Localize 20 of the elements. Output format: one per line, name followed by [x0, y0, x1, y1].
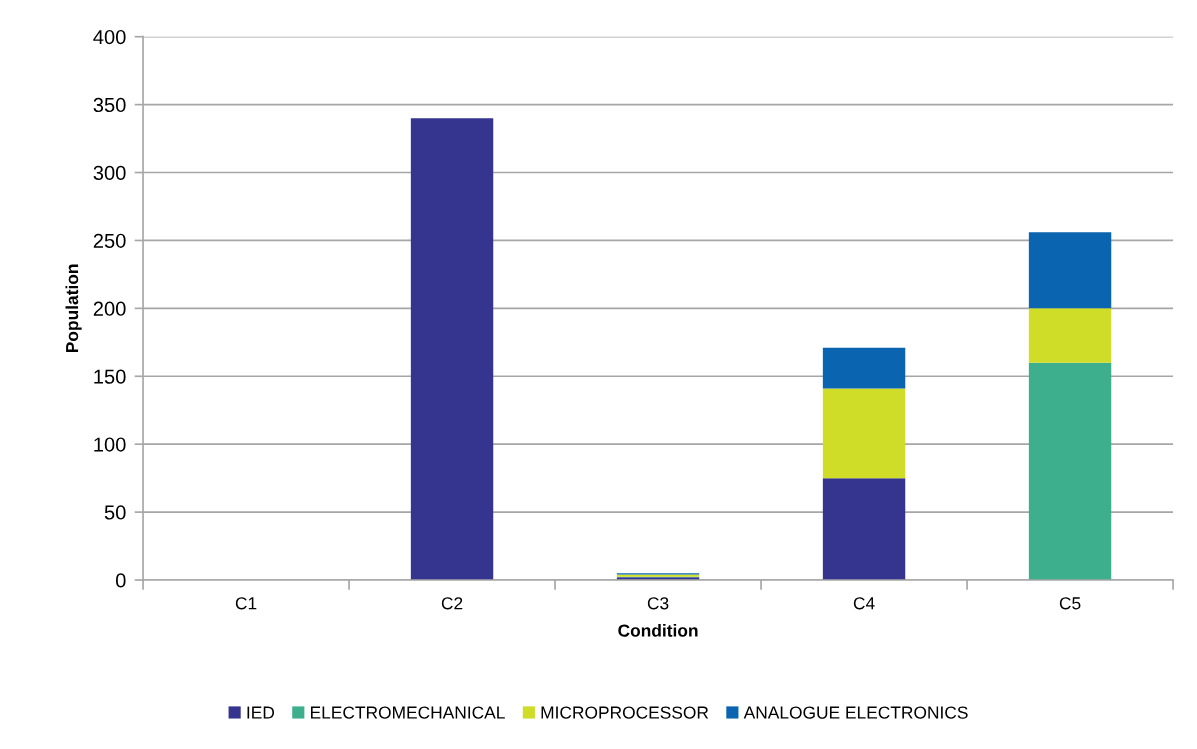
y-tick-label: 100 — [94, 437, 126, 452]
x-tick-label: C1 — [235, 597, 257, 610]
y-tick-label: 250 — [93, 233, 126, 248]
y-tick-label: 400 — [93, 29, 126, 45]
y-tick-label: 0 — [115, 573, 126, 588]
y-tick-label: 150 — [94, 369, 126, 384]
x-tick-label: C4 — [853, 597, 875, 610]
legend-label: ELECTROMECHANICAL — [311, 706, 505, 719]
y-tick-label: 50 — [104, 505, 126, 520]
y-tick-label: 200 — [93, 301, 126, 316]
y-tick-label: 350 — [93, 97, 126, 113]
legend-label: IED — [247, 706, 275, 719]
y-axis-title: Population — [65, 264, 82, 353]
x-tick-label: C2 — [441, 597, 463, 610]
y-tick-label: 300 — [93, 165, 126, 181]
legend-label: MICROPROCESSOR — [541, 706, 709, 719]
legend-label: ANALOGUE ELECTRONICS — [743, 706, 968, 719]
x-tick-label: C5 — [1059, 597, 1081, 610]
x-axis-title: Condition — [618, 623, 698, 637]
x-tick-label: C3 — [647, 597, 669, 610]
